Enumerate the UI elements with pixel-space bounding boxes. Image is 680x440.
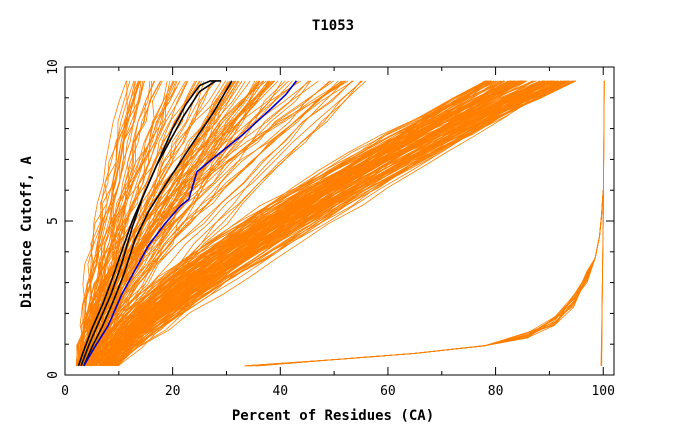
orange-series-line-234 xyxy=(102,80,514,366)
orange-series-line-64 xyxy=(84,80,231,366)
orange-series-line-254 xyxy=(94,80,515,367)
orange-series-line-257 xyxy=(94,80,504,366)
y-tick-label-0: 0 xyxy=(46,371,61,379)
orange-series-line-98 xyxy=(86,80,267,366)
orange-series-line-219 xyxy=(115,80,516,367)
x-axis-title: Percent of Residues (CA) xyxy=(232,408,434,424)
orange-series-line-252 xyxy=(106,80,523,366)
orange-series-line-93 xyxy=(88,80,353,366)
orange-series-line-249 xyxy=(87,80,543,367)
orange-series-line-258 xyxy=(89,80,544,367)
y-tick-label-2: 10 xyxy=(46,59,61,75)
orange-series-line-155 xyxy=(87,80,498,366)
y-axis-title: Distance Cutoff, A xyxy=(19,156,35,308)
orange-series-line-72 xyxy=(83,80,128,366)
orange-series-line-206 xyxy=(99,80,567,367)
orange-series-line-216 xyxy=(101,80,490,367)
orange-series-line-19 xyxy=(87,80,270,366)
chart-title: T1053 xyxy=(312,18,354,34)
orange-series-line-248 xyxy=(89,80,522,366)
orange-series-group xyxy=(75,80,605,367)
x-tick-label-4: 80 xyxy=(488,384,504,399)
orange-series-line-103 xyxy=(80,80,302,366)
orange-series-line-255 xyxy=(100,80,570,366)
orange-series-line-263 xyxy=(600,80,605,366)
orange-series-line-231 xyxy=(105,80,522,367)
x-tick-label-3: 60 xyxy=(380,384,396,399)
orange-series-line-83 xyxy=(83,80,270,366)
orange-series-line-89 xyxy=(82,80,342,366)
orange-series-line-44 xyxy=(77,80,181,366)
orange-series-line-277 xyxy=(250,190,604,367)
orange-series-line-259 xyxy=(111,80,489,366)
highlight-series-line-2 xyxy=(83,80,233,367)
orange-series-line-253 xyxy=(111,80,545,366)
orange-series-line-239 xyxy=(98,80,570,366)
highlight-series-group xyxy=(77,80,298,367)
x-tick-label-0: 0 xyxy=(61,384,69,399)
orange-series-line-235 xyxy=(116,80,559,367)
orange-series-line-80 xyxy=(82,80,309,366)
orange-series-line-41 xyxy=(78,80,127,366)
highlight-series-line-3 xyxy=(83,80,298,367)
orange-series-line-62 xyxy=(81,80,131,366)
y-axis-ticks: 0 5 10 xyxy=(46,59,614,379)
orange-series-line-106 xyxy=(82,80,330,366)
x-axis-ticks: 0 20 40 60 80 100 xyxy=(61,67,615,399)
x-tick-label-1: 20 xyxy=(165,384,181,399)
orange-series-line-256 xyxy=(114,80,559,367)
y-tick-label-1: 5 xyxy=(46,217,61,225)
x-tick-label-2: 40 xyxy=(272,384,288,399)
x-tick-label-5: 100 xyxy=(591,384,614,399)
orange-series-line-181 xyxy=(88,80,497,367)
orange-series-line-229 xyxy=(88,80,487,367)
orange-series-line-66 xyxy=(78,80,186,366)
orange-series-line-109 xyxy=(82,80,349,366)
orange-series-line-250 xyxy=(103,80,511,366)
orange-series-line-102 xyxy=(88,80,346,366)
orange-series-line-213 xyxy=(116,80,565,367)
orange-series-line-101 xyxy=(81,80,363,367)
orange-series-line-71 xyxy=(80,80,181,366)
highlight-series-line-1 xyxy=(80,80,217,367)
